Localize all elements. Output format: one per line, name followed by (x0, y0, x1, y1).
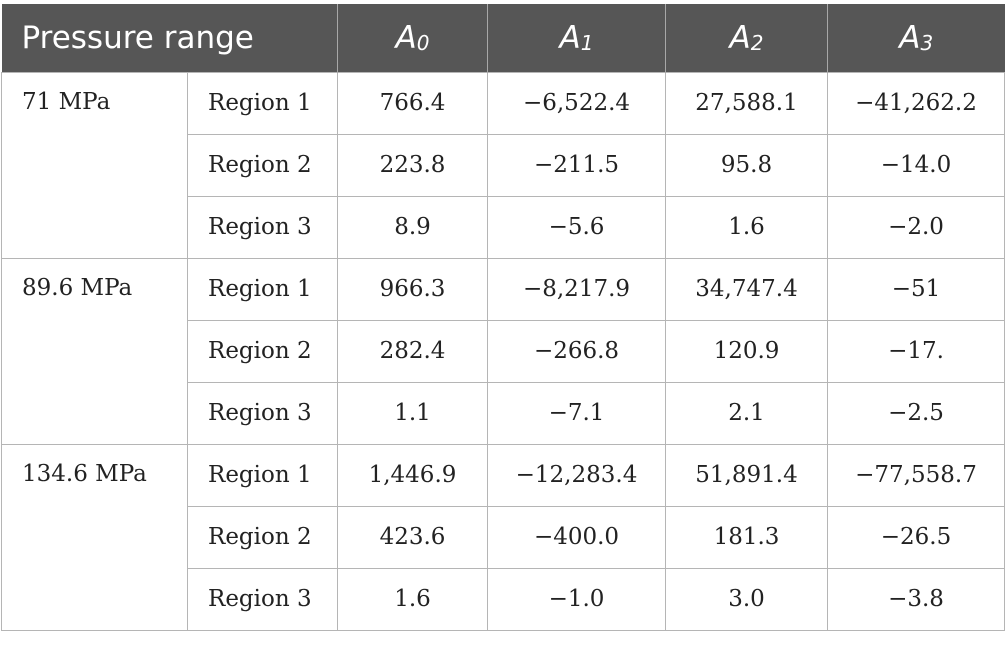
region-cell: Region 2 (187, 505, 338, 569)
a0-cell: 223.8 (337, 133, 488, 197)
table-row: Region 2 282.4 −266.8 120.9 −17. (2, 319, 1005, 383)
a0-cell: 8.9 (337, 195, 488, 259)
a3-cell: −41,262.2 (827, 71, 1005, 135)
a0-cell: 423.6 (337, 505, 488, 569)
region-cell: Region 2 (187, 319, 338, 383)
coef-subscript: 3 (920, 30, 934, 55)
coefficients-table: Pressure range A0 A1 A2 A3 71 MPa Region… (1, 4, 1005, 631)
coef-letter: A (899, 19, 921, 56)
a0-cell: 766.4 (337, 71, 488, 135)
coef-letter: A (559, 19, 581, 56)
region-cell: Region 3 (187, 381, 338, 445)
a3-cell: −3.8 (827, 567, 1005, 631)
table-row: 71 MPa Region 1 766.4 −6,522.4 27,588.1 … (1, 71, 1005, 259)
region-cell: Region 1 (187, 257, 338, 321)
a2-cell: 27,588.1 (665, 71, 828, 135)
a3-cell: −2.5 (827, 381, 1005, 445)
a1-cell: −400.0 (487, 505, 666, 569)
a1-cell: −6,522.4 (487, 71, 666, 135)
coef-a3-header: A3 (828, 4, 1005, 72)
coef-letter: A (395, 19, 417, 56)
table-row: Region 3 8.9 −5.6 1.6 −2.0 (2, 195, 1005, 259)
a0-cell: 1,446.9 (337, 443, 488, 507)
pressure-cell: 71 MPa (1, 71, 188, 259)
a2-cell: 3.0 (665, 567, 828, 631)
a1-cell: −211.5 (487, 133, 666, 197)
table-row: Region 3 1.1 −7.1 2.1 −2.5 (2, 381, 1005, 445)
a0-cell: 282.4 (337, 319, 488, 383)
a3-cell: −77,558.7 (827, 443, 1005, 507)
table-row: 89.6 MPa Region 1 966.3 −8,217.9 34,747.… (1, 257, 1005, 445)
coef-a2-header: A2 (665, 4, 828, 72)
a1-cell: −7.1 (487, 381, 666, 445)
a3-cell: −26.5 (827, 505, 1005, 569)
a0-cell: 1.1 (337, 381, 488, 445)
pressure-cell: 134.6 MPa (1, 443, 188, 631)
a1-cell: −8,217.9 (487, 257, 666, 321)
a2-cell: 2.1 (665, 381, 828, 445)
a1-cell: −12,283.4 (487, 443, 666, 507)
coef-subscript: 2 (750, 30, 764, 55)
coef-a1-header: A1 (487, 4, 666, 72)
a3-cell: −14.0 (827, 133, 1005, 197)
a1-cell: −266.8 (487, 319, 666, 383)
coef-a0-header: A0 (337, 4, 488, 72)
a2-cell: 34,747.4 (665, 257, 828, 321)
region-cell: Region 1 (187, 71, 338, 135)
a3-cell: −2.0 (827, 195, 1005, 259)
a0-cell: 966.3 (337, 257, 488, 321)
coef-subscript: 0 (416, 30, 430, 55)
a2-cell: 51,891.4 (665, 443, 828, 507)
header-row: Pressure range A0 A1 A2 A3 (1, 4, 1005, 72)
table-row: 134.6 MPa Region 1 1,446.9 −12,283.4 51,… (1, 443, 1005, 631)
coef-subscript: 1 (580, 30, 594, 55)
a2-cell: 1.6 (665, 195, 828, 259)
region-cell: Region 2 (187, 133, 338, 197)
a3-cell: −17. (827, 319, 1005, 383)
region-cell: Region 3 (187, 195, 338, 259)
a2-cell: 95.8 (665, 133, 828, 197)
coef-letter: A (729, 19, 751, 56)
pressure-cell: 89.6 MPa (1, 257, 188, 445)
region-cell: Region 1 (187, 443, 338, 507)
a1-cell: −1.0 (487, 567, 666, 631)
a3-cell: −51 (827, 257, 1005, 321)
a2-cell: 120.9 (665, 319, 828, 383)
pressure-range-header: Pressure range (1, 4, 338, 72)
table-row: Region 3 1.6 −1.0 3.0 −3.8 (2, 567, 1005, 631)
a2-cell: 181.3 (665, 505, 828, 569)
a0-cell: 1.6 (337, 567, 488, 631)
region-cell: Region 3 (187, 567, 338, 631)
table-row: Region 2 423.6 −400.0 181.3 −26.5 (2, 505, 1005, 569)
a1-cell: −5.6 (487, 195, 666, 259)
